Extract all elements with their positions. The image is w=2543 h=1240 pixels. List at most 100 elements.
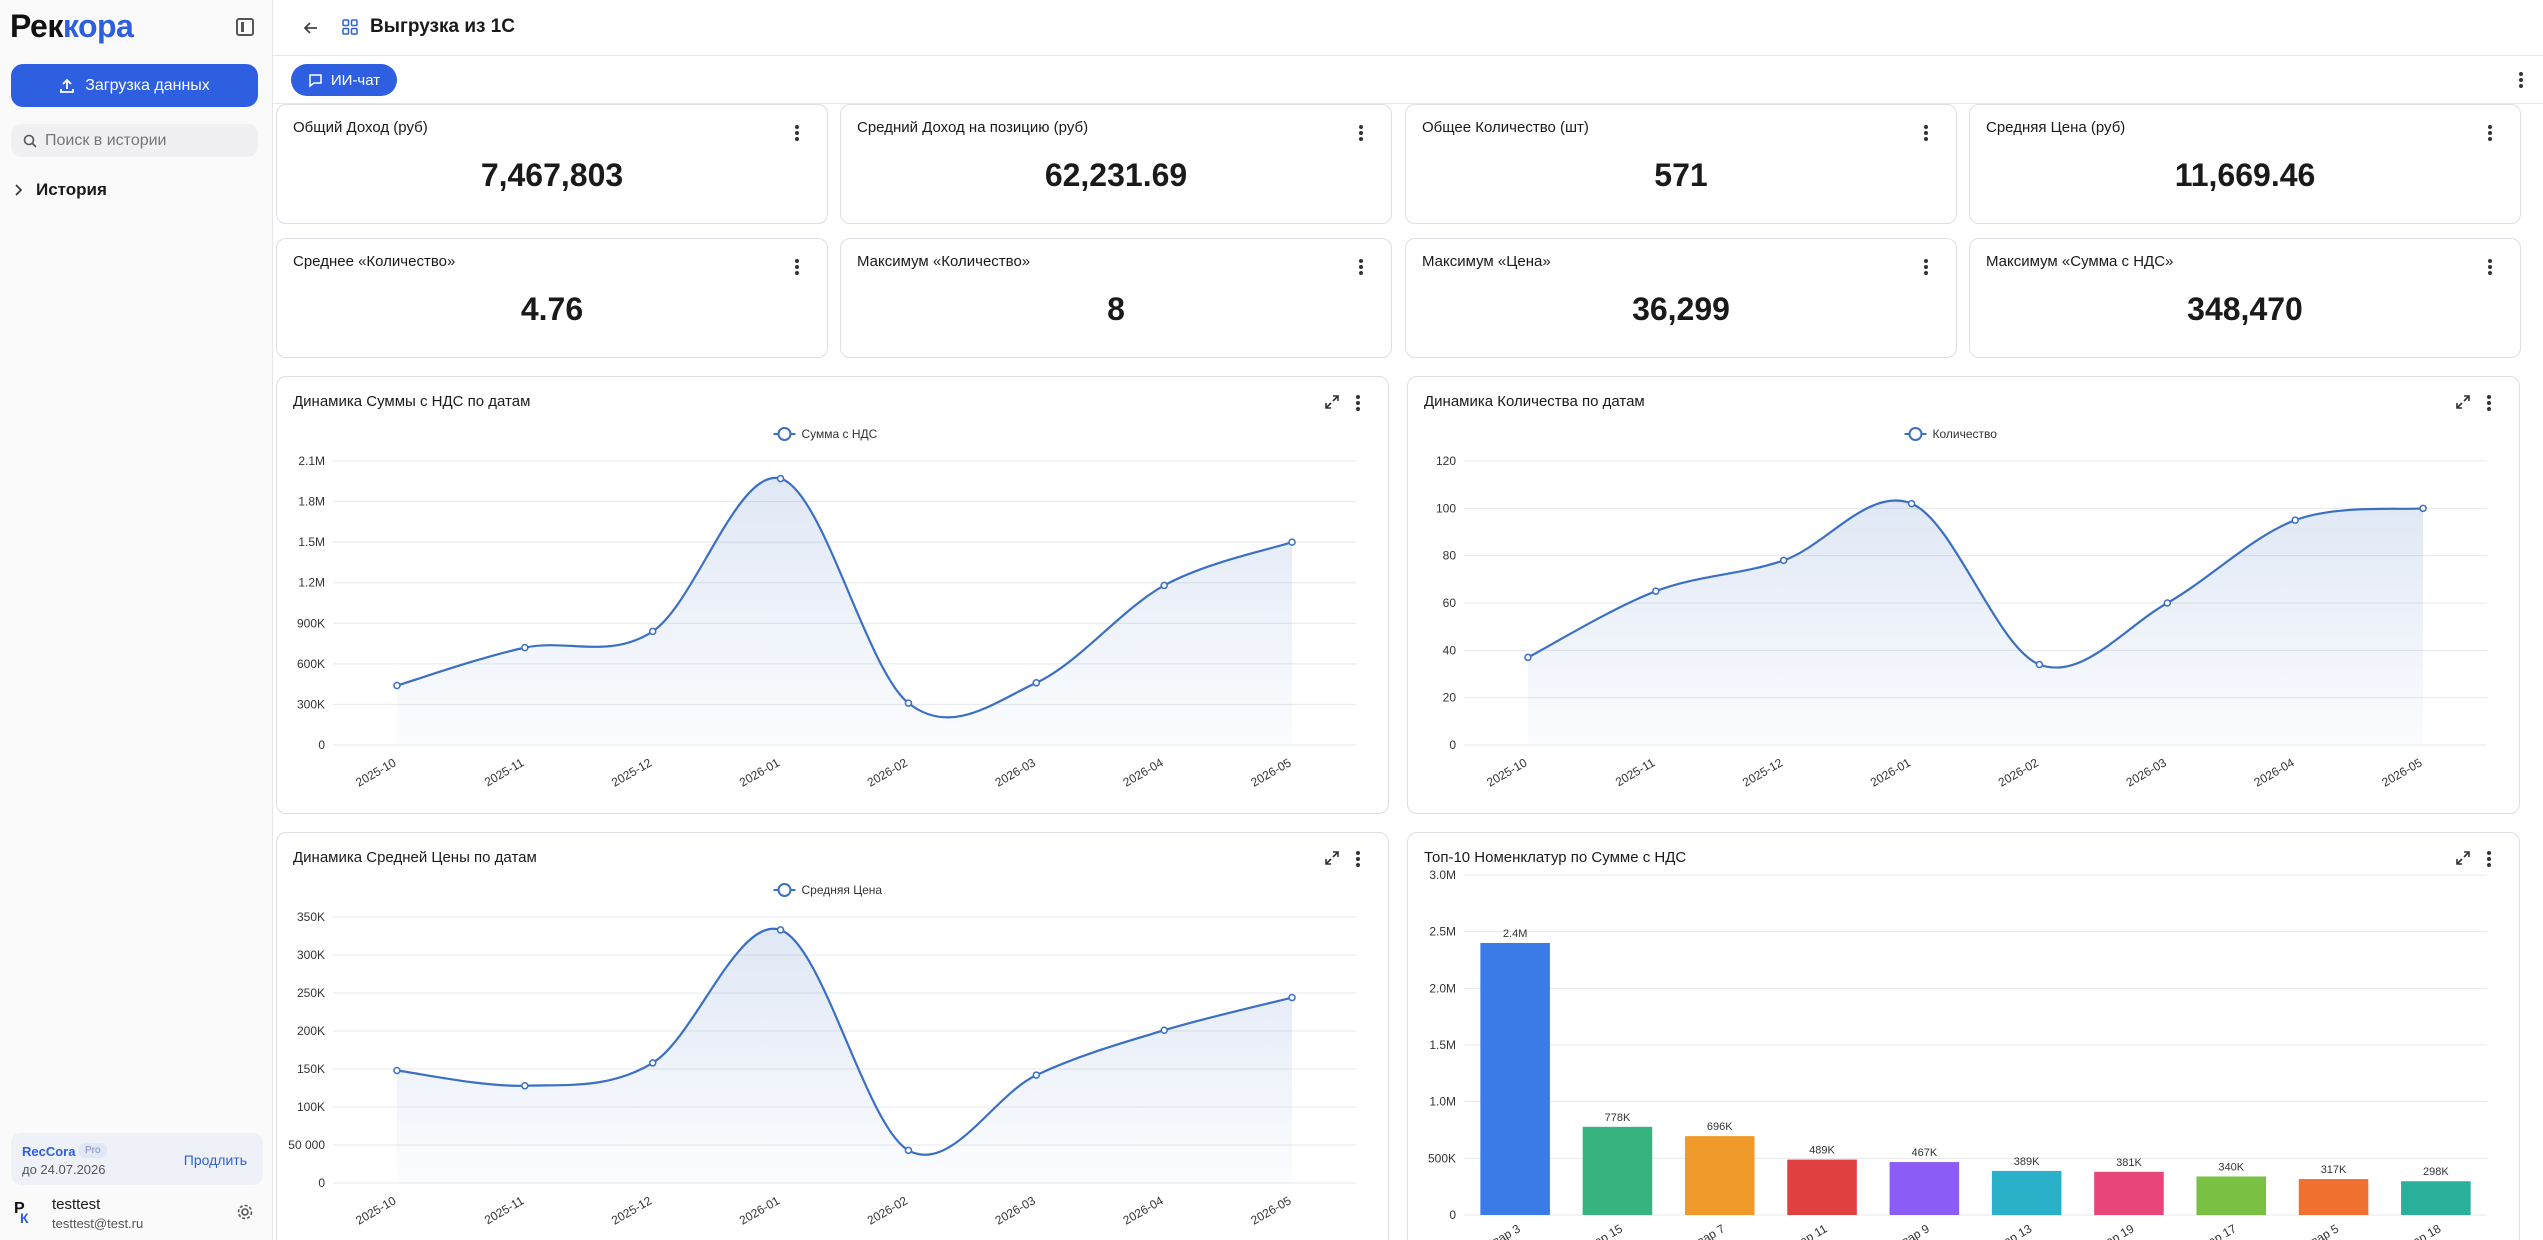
- history-search-input[interactable]: [45, 131, 245, 150]
- more-vertical-icon[interactable]: [795, 259, 799, 275]
- data-point[interactable]: [904, 1146, 913, 1155]
- bar[interactable]: [2196, 1176, 2267, 1215]
- gear-icon[interactable]: [236, 1203, 254, 1221]
- plan-name: RecCora: [22, 1144, 76, 1159]
- back-arrow-icon[interactable]: [301, 18, 321, 38]
- ai-chat-button[interactable]: ИИ-чат: [291, 64, 397, 96]
- data-point[interactable]: [393, 1066, 401, 1075]
- x-tick-label: Товар 9: [1888, 1221, 1932, 1240]
- y-tick-label: 20: [1443, 691, 1457, 705]
- data-point[interactable]: [1288, 538, 1296, 546]
- data-point[interactable]: [2163, 599, 2172, 607]
- x-tick-label: 2026-03: [993, 755, 1038, 789]
- bar-value-label: 381K: [2116, 1157, 2142, 1169]
- kpi-value: 348,470: [2187, 291, 2303, 327]
- data-point[interactable]: [776, 926, 785, 934]
- bar-value-label: 389K: [2014, 1156, 2040, 1168]
- data-point[interactable]: [393, 681, 401, 690]
- data-point[interactable]: [2035, 660, 2044, 669]
- x-tick-label: 2026-02: [865, 1193, 910, 1227]
- search-icon: [23, 134, 37, 148]
- legend-marker: [1908, 427, 1923, 441]
- data-point[interactable]: [1907, 499, 1916, 508]
- more-vertical-icon[interactable]: [795, 125, 799, 141]
- sidebar-collapse-icon[interactable]: [236, 18, 254, 36]
- bar-value-label: 340K: [2218, 1161, 2244, 1173]
- bar[interactable]: [1787, 1159, 1857, 1215]
- x-tick-label: 2025-11: [482, 755, 527, 789]
- bar[interactable]: [1889, 1162, 1960, 1215]
- bar[interactable]: [1480, 943, 1550, 1215]
- history-label: История: [36, 180, 107, 199]
- expand-icon[interactable]: [1324, 394, 1340, 410]
- more-vertical-icon[interactable]: [2487, 395, 2491, 411]
- chart-title: Динамика Суммы с НДС по датам: [293, 393, 531, 410]
- y-tick-label: 600K: [297, 657, 325, 671]
- more-vertical-icon[interactable]: [1356, 395, 1360, 411]
- area-fill: [396, 477, 1293, 745]
- x-tick-label: 2026-05: [1248, 1193, 1293, 1227]
- more-vertical-icon[interactable]: [1359, 259, 1363, 275]
- data-point[interactable]: [521, 643, 529, 652]
- data-point[interactable]: [1652, 587, 1660, 595]
- kpi-card: Среднее «Количество» 4.76: [276, 238, 828, 358]
- more-vertical-icon[interactable]: [2519, 72, 2523, 88]
- bar[interactable]: [2298, 1179, 2369, 1215]
- bar[interactable]: [1991, 1170, 2062, 1215]
- upload-data-label: Загрузка данных: [85, 76, 210, 94]
- data-point[interactable]: [648, 627, 657, 636]
- history-search[interactable]: [11, 124, 258, 157]
- x-tick-label: Товар 17: [2189, 1221, 2239, 1240]
- x-tick-label: 2025-12: [609, 755, 654, 789]
- more-vertical-icon[interactable]: [2488, 259, 2492, 275]
- history-section-toggle[interactable]: История: [14, 180, 107, 200]
- data-point[interactable]: [2291, 516, 2299, 524]
- data-point[interactable]: [2419, 504, 2427, 513]
- expand-icon[interactable]: [2455, 850, 2471, 866]
- data-point[interactable]: [1288, 993, 1296, 1002]
- data-point[interactable]: [904, 699, 913, 707]
- more-vertical-icon[interactable]: [1356, 851, 1360, 867]
- data-point[interactable]: [1032, 1071, 1041, 1079]
- logo[interactable]: Реккора: [10, 8, 134, 44]
- x-tick-label: 2026-01: [737, 755, 782, 789]
- data-point[interactable]: [521, 1081, 529, 1090]
- legend: Сумма с НДС: [773, 427, 878, 441]
- data-point[interactable]: [1160, 1026, 1168, 1034]
- y-tick-label: 350K: [297, 910, 325, 924]
- y-tick-label: 0: [1449, 738, 1456, 752]
- ai-chat-label: ИИ-чат: [330, 71, 381, 89]
- bar[interactable]: [1582, 1126, 1653, 1215]
- bar[interactable]: [2401, 1181, 2471, 1215]
- dashboard-icon: [342, 19, 358, 35]
- y-tick-label: 3.0M: [1429, 868, 1456, 882]
- y-tick-label: 100K: [297, 1100, 325, 1114]
- more-vertical-icon[interactable]: [1924, 259, 1928, 275]
- more-vertical-icon[interactable]: [2487, 851, 2491, 867]
- x-tick-label: 2025-12: [1740, 755, 1785, 789]
- x-tick-label: 2026-05: [1248, 755, 1293, 789]
- renew-link[interactable]: Продлить: [183, 1152, 247, 1168]
- data-point[interactable]: [1779, 556, 1788, 565]
- more-vertical-icon[interactable]: [2488, 125, 2492, 141]
- more-vertical-icon[interactable]: [1359, 125, 1363, 141]
- bar[interactable]: [2094, 1171, 2164, 1215]
- y-tick-label: 500K: [1428, 1151, 1456, 1165]
- data-point[interactable]: [776, 474, 785, 483]
- x-tick-label: Товар 7: [1683, 1221, 1727, 1240]
- kpi-card: Средний Доход на позицию (руб) 62,231.69: [840, 104, 1392, 224]
- kpi-value: 8: [1107, 291, 1125, 327]
- expand-icon[interactable]: [1324, 850, 1340, 866]
- expand-icon[interactable]: [2455, 394, 2471, 410]
- data-point[interactable]: [1160, 581, 1168, 590]
- data-point[interactable]: [1032, 679, 1041, 687]
- upload-data-button[interactable]: Загрузка данных: [11, 64, 258, 107]
- data-point[interactable]: [648, 1059, 657, 1067]
- x-tick-label: 2025-11: [1613, 755, 1658, 789]
- more-vertical-icon[interactable]: [1924, 125, 1928, 141]
- y-tick-label: 1.5M: [298, 535, 325, 549]
- bar[interactable]: [1684, 1136, 1755, 1215]
- data-point[interactable]: [1524, 653, 1532, 662]
